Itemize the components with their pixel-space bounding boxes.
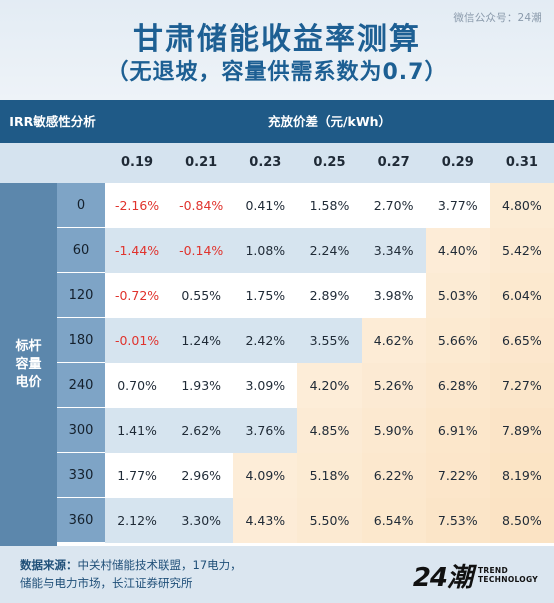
table-cell: 4.85% bbox=[297, 408, 362, 453]
table-cell: -0.72% bbox=[105, 273, 170, 318]
row-header: 180 bbox=[57, 318, 105, 363]
table-cell: -0.14% bbox=[169, 228, 234, 273]
table-cell: 4.20% bbox=[297, 363, 362, 408]
table-cell: 4.80% bbox=[489, 183, 554, 228]
row-header: 360 bbox=[57, 498, 105, 543]
table-cell: 3.76% bbox=[233, 408, 298, 453]
x-axis-label: 充放价差（元/kWh） bbox=[267, 114, 392, 129]
header: 微信公众号：24潮 甘肃储能收益率测算 （无退坡，容量供需系数为0.7） bbox=[0, 0, 554, 100]
table-cell: 2.70% bbox=[361, 183, 426, 228]
logo-line-1: TREND bbox=[478, 566, 509, 575]
table-cell: 2.96% bbox=[169, 453, 234, 498]
table-cell: 1.93% bbox=[169, 363, 234, 408]
table-cell: 5.50% bbox=[297, 498, 362, 543]
table-cell: 5.90% bbox=[361, 408, 426, 453]
footer: 数据来源：中关村储能技术联盟，17电力， 储能与电力市场，长江证券研究所 24潮… bbox=[0, 546, 554, 603]
row-header: 330 bbox=[57, 453, 105, 498]
brand-logo: 24潮 TREND TECHNOLOGY bbox=[413, 560, 538, 593]
row-header: 60 bbox=[57, 228, 105, 273]
table-cell: 1.58% bbox=[297, 183, 362, 228]
column-header: 0.19 bbox=[121, 155, 154, 170]
column-header-bar bbox=[0, 143, 554, 183]
table-cell: 4.09% bbox=[233, 453, 298, 498]
table-cell: -1.44% bbox=[105, 228, 170, 273]
table-cell: 0.70% bbox=[105, 363, 170, 408]
table-cell: 2.89% bbox=[297, 273, 362, 318]
row-header: 300 bbox=[57, 408, 105, 453]
table-cell: -0.01% bbox=[105, 318, 170, 363]
table-cell: 5.42% bbox=[489, 228, 554, 273]
table-cell: 3.34% bbox=[361, 228, 426, 273]
row-header: 240 bbox=[57, 363, 105, 408]
row-header: 120 bbox=[57, 273, 105, 318]
source-line-1: 中关村储能技术联盟，17电力， bbox=[77, 558, 242, 572]
irr-sensitivity-table: IRR敏感性分析 充放价差（元/kWh） 标杆 容量 电价 0.19 0.21 0.… bbox=[0, 100, 554, 546]
data-source: 数据来源：中关村储能技术联盟，17电力， 储能与电力市场，长江证券研究所 bbox=[20, 556, 360, 592]
table-cell: 3.30% bbox=[169, 498, 234, 543]
table-cell: 6.28% bbox=[425, 363, 490, 408]
table-cell: 8.19% bbox=[489, 453, 554, 498]
page-title: 甘肃储能收益率测算 bbox=[133, 22, 421, 57]
column-header: 0.27 bbox=[377, 155, 410, 170]
table-cell: 6.91% bbox=[425, 408, 490, 453]
table-cell: 3.09% bbox=[233, 363, 298, 408]
table-cell: -0.84% bbox=[169, 183, 234, 228]
source-label: 数据来源： bbox=[20, 558, 78, 572]
table-cell: 2.62% bbox=[169, 408, 234, 453]
table-cell: 1.24% bbox=[169, 318, 234, 363]
table-cell: 1.41% bbox=[105, 408, 170, 453]
table-cell: -2.16% bbox=[105, 183, 170, 228]
table-cell: 4.62% bbox=[361, 318, 426, 363]
table-cell: 1.75% bbox=[233, 273, 298, 318]
y-axis-label-text: 标杆 容量 电价 bbox=[15, 338, 42, 390]
table-cell: 7.89% bbox=[489, 408, 554, 453]
table-cell: 6.22% bbox=[361, 453, 426, 498]
table-cell: 3.55% bbox=[297, 318, 362, 363]
table-cell: 7.22% bbox=[425, 453, 490, 498]
column-header: 0.29 bbox=[441, 155, 474, 170]
y-axis-label: 标杆 容量 电价 bbox=[0, 183, 57, 546]
table-cell: 7.53% bbox=[425, 498, 490, 543]
table-cell: 1.08% bbox=[233, 228, 298, 273]
table-cell: 0.41% bbox=[233, 183, 298, 228]
table-cell: 1.77% bbox=[105, 453, 170, 498]
table-cell: 6.65% bbox=[489, 318, 554, 363]
table-cell: 2.24% bbox=[297, 228, 362, 273]
logo-text: TREND TECHNOLOGY bbox=[478, 566, 538, 584]
source-line-2: 储能与电力市场，长江证券研究所 bbox=[20, 576, 193, 590]
column-header: 0.21 bbox=[185, 155, 218, 170]
column-header: 0.31 bbox=[505, 155, 538, 170]
table-corner-label: IRR敏感性分析 bbox=[9, 114, 96, 129]
table-cell: 4.40% bbox=[425, 228, 490, 273]
table-cell: 3.77% bbox=[425, 183, 490, 228]
table-cell: 7.27% bbox=[489, 363, 554, 408]
page-subtitle: （无退坡，容量供需系数为0.7） bbox=[106, 60, 448, 85]
table-cell: 5.26% bbox=[361, 363, 426, 408]
table-cell: 2.42% bbox=[233, 318, 298, 363]
row-header: 0 bbox=[57, 183, 105, 228]
column-header: 0.23 bbox=[249, 155, 282, 170]
watermark: 微信公众号：24潮 bbox=[453, 12, 542, 24]
table-cell: 6.04% bbox=[489, 273, 554, 318]
table-cell: 5.66% bbox=[425, 318, 490, 363]
table-cell: 0.55% bbox=[169, 273, 234, 318]
table-cell: 8.50% bbox=[489, 498, 554, 543]
logo-mark: 24潮 bbox=[412, 562, 473, 593]
table-cell: 2.12% bbox=[105, 498, 170, 543]
table-cell: 4.43% bbox=[233, 498, 298, 543]
logo-line-2: TECHNOLOGY bbox=[478, 575, 538, 584]
table-cell: 6.54% bbox=[361, 498, 426, 543]
column-header: 0.25 bbox=[313, 155, 346, 170]
table-cell: 5.03% bbox=[425, 273, 490, 318]
table-cell: 3.98% bbox=[361, 273, 426, 318]
table-header-bar bbox=[0, 100, 554, 143]
table-cell: 5.18% bbox=[297, 453, 362, 498]
